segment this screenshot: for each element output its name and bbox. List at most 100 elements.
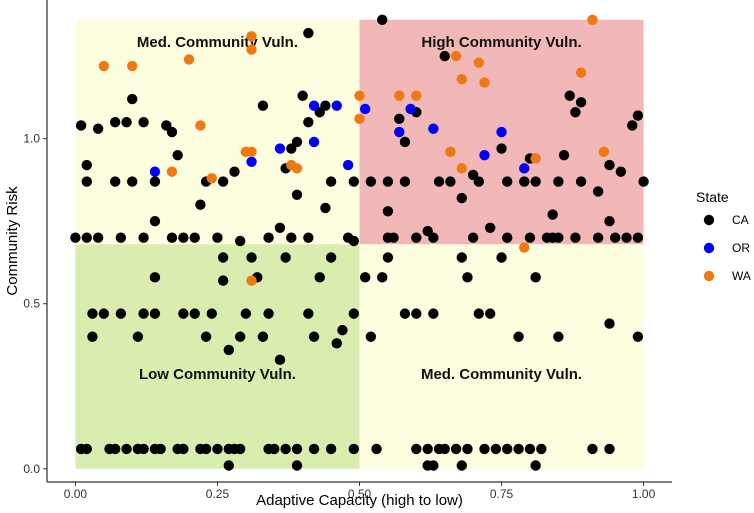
point-wa-1	[127, 60, 138, 72]
quadrant-regions	[75, 19, 644, 469]
point-ca-169	[371, 443, 382, 455]
point-ca-148	[109, 443, 121, 455]
point-ca-9	[172, 149, 183, 161]
point-or-12	[496, 126, 507, 138]
legend-label-or: OR	[732, 241, 750, 255]
point-ca-104	[496, 252, 507, 263]
point-ca-135	[257, 331, 269, 342]
point-ca-47	[348, 235, 360, 247]
point-wa-27	[246, 275, 257, 286]
point-ca-6	[138, 116, 149, 128]
point-ca-175	[462, 443, 473, 455]
point-ca-100	[280, 252, 291, 263]
point-ca-18	[257, 100, 269, 111]
point-ca-78	[558, 149, 570, 161]
point-ca-171	[422, 443, 433, 455]
point-ca-11	[127, 176, 138, 187]
point-ca-94	[473, 176, 485, 187]
x-axis-ticks: 0.00 0.25 0.50 0.75 1.00	[64, 482, 656, 501]
point-ca-81	[592, 186, 604, 197]
point-or-7	[359, 103, 371, 115]
point-ca-45	[303, 232, 314, 243]
point-ca-62	[439, 50, 450, 62]
point-ca-163	[269, 443, 280, 455]
point-wa-20	[445, 146, 456, 158]
point-ca-125	[399, 308, 411, 319]
point-ca-128	[473, 308, 485, 319]
point-ca-140	[553, 331, 564, 342]
point-ca-103	[456, 252, 467, 263]
point-ca-95	[519, 176, 530, 187]
point-ca-189	[530, 460, 541, 471]
region-label-1: High Community Vuln.	[421, 34, 581, 51]
point-ca-161	[234, 443, 246, 455]
point-ca-75	[627, 120, 638, 131]
point-ca-8	[166, 126, 178, 138]
point-ca-146	[81, 443, 92, 455]
point-ca-34	[81, 232, 92, 243]
point-ca-158	[212, 443, 223, 455]
point-ca-184	[223, 460, 235, 471]
point-ca-39	[178, 232, 189, 243]
legend-label-ca: CA	[732, 213, 749, 227]
point-ca-58	[609, 232, 621, 243]
legend-key-ca	[703, 214, 715, 226]
point-ca-12	[109, 176, 121, 187]
point-ca-27	[320, 100, 331, 111]
x-tick-label-1: 0.25	[206, 487, 230, 501]
region-label-0: Med. Community Vuln.	[137, 34, 298, 51]
point-ca-24	[291, 189, 303, 200]
point-wa-4	[166, 166, 178, 177]
point-wa-19	[479, 77, 490, 88]
point-ca-167	[325, 443, 337, 455]
point-ca-166	[308, 443, 320, 455]
point-ca-0	[75, 120, 87, 131]
point-ca-92	[433, 176, 445, 187]
point-ca-183	[604, 443, 615, 455]
point-ca-106	[217, 275, 229, 286]
point-ca-59	[632, 232, 644, 243]
point-ca-90	[382, 176, 394, 187]
point-ca-117	[149, 308, 161, 319]
point-ca-53	[524, 232, 536, 243]
point-ca-96	[547, 232, 558, 243]
point-or-11	[479, 149, 490, 161]
point-ca-88	[388, 232, 399, 243]
point-ca-137	[337, 324, 348, 336]
point-wa-23	[575, 67, 587, 78]
point-ca-56	[570, 232, 581, 243]
point-ca-113	[87, 308, 98, 319]
point-ca-31	[274, 222, 286, 233]
point-ca-86	[382, 206, 394, 217]
x-tick-label-4: 1.00	[632, 487, 656, 501]
point-wa-3	[195, 120, 206, 131]
point-ca-71	[570, 107, 581, 118]
point-ca-98	[217, 252, 229, 263]
point-or-9	[405, 103, 416, 115]
point-wa-0	[98, 60, 110, 72]
quadrant-labels: Med. Community Vuln. High Community Vuln.…	[137, 34, 582, 383]
point-wa-17	[456, 74, 467, 85]
point-wa-25	[598, 146, 610, 158]
point-ca-49	[411, 232, 422, 243]
point-ca-44	[286, 232, 297, 243]
y-tick-label-2: 1.0	[23, 132, 40, 146]
point-or-10	[428, 123, 439, 134]
point-ca-65	[399, 136, 411, 148]
point-ca-43	[263, 232, 274, 243]
point-or-3	[308, 136, 320, 148]
point-ca-83	[547, 209, 558, 220]
point-ca-60	[621, 232, 632, 243]
point-ca-149	[121, 443, 132, 455]
point-ca-121	[240, 308, 252, 319]
point-ca-33	[70, 232, 81, 243]
point-ca-109	[359, 272, 371, 283]
point-ca-110	[377, 272, 388, 283]
point-ca-74	[615, 166, 627, 177]
point-ca-129	[484, 308, 496, 319]
point-ca-16	[217, 176, 229, 187]
point-ca-185	[291, 460, 303, 471]
point-ca-82	[604, 215, 615, 227]
point-wa-15	[411, 90, 422, 101]
